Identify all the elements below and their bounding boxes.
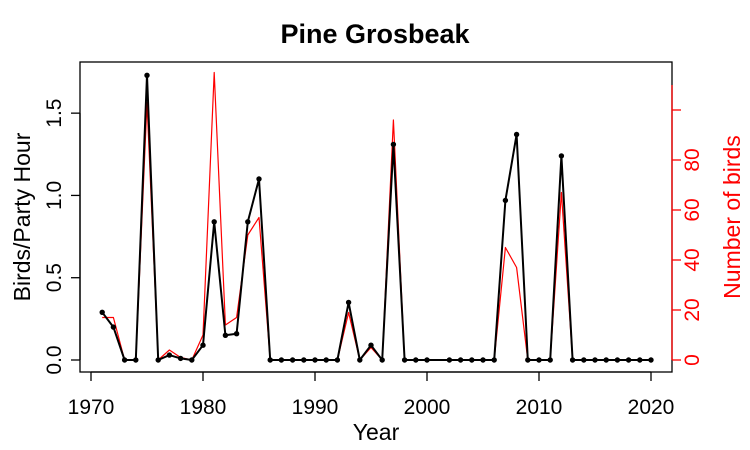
rate-data-point — [637, 357, 643, 363]
rate-data-point — [289, 357, 296, 363]
rate-data-point — [368, 342, 374, 348]
rate-data-point — [233, 331, 240, 337]
rate-data-point — [648, 357, 654, 363]
rate-data-point — [390, 141, 397, 148]
rate-data-point — [446, 357, 453, 363]
rate-data-point — [401, 357, 408, 363]
rate-data-point — [413, 357, 419, 363]
rate-data-point — [256, 176, 262, 182]
rate-data-point — [357, 357, 363, 363]
y-tick-label: 0.0 — [43, 345, 66, 374]
rate-data-point — [502, 197, 509, 204]
count-series-line — [102, 71, 651, 361]
rate-data-point — [525, 357, 531, 363]
rate-data-point — [144, 72, 150, 79]
x-tick-label: 2000 — [404, 396, 451, 419]
x-tick-label: 2010 — [516, 396, 563, 419]
series-layer — [99, 71, 654, 363]
rate-data-point — [491, 357, 497, 363]
y2-tick-label: 60 — [681, 198, 704, 221]
rate-data-point — [625, 357, 632, 363]
rate-data-point — [323, 357, 329, 363]
rate-data-point — [110, 324, 117, 330]
x-axis-label: Year — [353, 419, 400, 445]
chart-title: Pine Grosbeak — [280, 19, 470, 49]
rate-data-point — [177, 355, 184, 362]
y-tick-label: 1.5 — [43, 99, 66, 128]
rate-data-point — [379, 357, 385, 363]
rate-data-point — [166, 352, 173, 358]
rate-data-point — [189, 357, 195, 363]
rate-data-point — [424, 357, 430, 363]
y2-tick-label: 20 — [681, 298, 704, 321]
rate-data-point — [480, 357, 486, 363]
rate-data-point — [133, 357, 139, 363]
rate-data-point — [592, 357, 598, 363]
rate-data-point — [513, 131, 520, 138]
rate-data-point — [334, 357, 341, 363]
rate-data-point — [614, 357, 621, 363]
plot-frame — [79, 61, 673, 373]
rate-data-point — [301, 357, 307, 363]
x-axis: 1970 1980 1990 2000 2010 2020 — [68, 371, 675, 419]
y2-axis: 0 20 40 60 80 — [671, 85, 704, 366]
y-tick-label: 1.0 — [43, 181, 66, 210]
rate-data-point — [536, 357, 542, 363]
rate-data-point — [245, 219, 251, 225]
rate-data-point — [155, 357, 161, 363]
y2-tick-label: 40 — [681, 248, 704, 271]
rate-data-point — [211, 219, 217, 225]
y2-tick-label: 0 — [681, 354, 704, 366]
rate-data-point — [121, 357, 128, 363]
rate-series-line — [101, 74, 651, 361]
x-tick-label: 1990 — [292, 396, 339, 419]
rate-data-point — [547, 357, 553, 363]
rate-data-point — [200, 342, 206, 348]
y-axis-label: Birds/Party Hour — [9, 132, 35, 301]
y-axis: 0.0 0.5 1.0 1.5 — [43, 99, 81, 375]
rate-data-point — [581, 357, 587, 363]
x-tick-label: 1970 — [68, 396, 115, 419]
y-tick-label: 0.5 — [43, 263, 66, 292]
rate-data-point — [603, 357, 609, 363]
rate-data-point — [222, 332, 229, 338]
rate-data-point — [312, 357, 318, 363]
rate-data-point — [558, 153, 565, 159]
rate-data-point — [569, 357, 576, 363]
y2-tick-label: 80 — [681, 148, 704, 171]
rate-data-point — [469, 357, 475, 363]
rate-data-point — [345, 299, 352, 306]
x-tick-label: 1980 — [180, 396, 227, 419]
x-tick-label: 2020 — [628, 396, 675, 419]
rate-data-point — [278, 357, 285, 363]
rate-data-point — [99, 309, 105, 315]
rate-data-point — [267, 357, 273, 363]
y2-axis-label: Number of birds — [719, 135, 745, 299]
rate-data-point — [457, 357, 464, 363]
